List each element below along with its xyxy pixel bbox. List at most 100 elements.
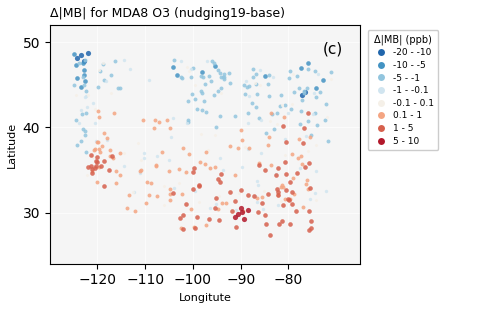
Point	[252, 71, 260, 76]
Point	[280, 152, 288, 157]
Point	[286, 69, 294, 73]
Point	[302, 182, 310, 187]
Point	[310, 191, 318, 196]
Point	[196, 159, 203, 164]
Point	[178, 76, 186, 81]
Point	[262, 221, 270, 226]
Point	[184, 120, 192, 125]
Point	[248, 101, 256, 106]
Point	[236, 206, 244, 211]
Point	[170, 64, 177, 69]
Point	[206, 206, 214, 210]
Point	[214, 177, 222, 182]
Point	[105, 168, 113, 173]
Point	[254, 210, 262, 215]
Point	[73, 75, 81, 80]
Point	[292, 208, 300, 213]
Point	[92, 139, 100, 144]
Point	[278, 92, 285, 97]
Point	[81, 95, 89, 100]
Point	[98, 164, 106, 169]
Point	[130, 189, 138, 194]
Point	[258, 201, 266, 206]
Point	[94, 109, 102, 114]
Point	[80, 127, 88, 132]
Point	[244, 208, 252, 213]
Point	[300, 126, 308, 131]
Point	[198, 89, 205, 94]
Point	[81, 57, 89, 62]
Point	[72, 117, 80, 122]
Point	[216, 179, 224, 184]
Point	[254, 160, 262, 165]
Point	[70, 83, 78, 88]
Point	[139, 117, 147, 122]
Point	[110, 155, 118, 160]
Point	[94, 68, 102, 73]
Point	[182, 202, 190, 207]
Point	[210, 93, 218, 98]
Point	[220, 71, 228, 76]
Point	[318, 77, 326, 82]
Point	[266, 118, 274, 123]
Point	[185, 68, 193, 73]
Point	[255, 116, 263, 121]
Point	[282, 187, 290, 192]
Point	[120, 163, 128, 168]
Point	[99, 61, 107, 66]
Point	[197, 132, 205, 137]
Point	[91, 146, 99, 151]
Point	[204, 58, 212, 63]
Point	[196, 74, 204, 79]
Point	[88, 169, 96, 174]
Point	[84, 172, 92, 177]
Point	[278, 102, 286, 107]
Point	[93, 139, 101, 144]
Point	[140, 151, 148, 156]
Point	[147, 180, 155, 185]
Text: (c): (c)	[323, 42, 343, 57]
Point	[297, 65, 305, 70]
Point	[327, 69, 335, 74]
Point	[298, 162, 306, 166]
Point	[198, 108, 206, 113]
Point	[178, 227, 186, 232]
Point	[100, 61, 108, 66]
Point	[205, 73, 213, 78]
Point	[300, 88, 308, 93]
Y-axis label: Latitude: Latitude	[7, 122, 17, 168]
Point	[158, 149, 166, 154]
X-axis label: Longitute: Longitute	[178, 293, 232, 303]
Point	[116, 150, 124, 155]
Point	[267, 163, 275, 168]
Point	[218, 167, 226, 172]
Point	[194, 106, 202, 111]
Point	[244, 111, 252, 116]
Point	[216, 155, 224, 160]
Point	[91, 107, 99, 112]
Point	[293, 73, 301, 78]
Point	[100, 78, 108, 83]
Point	[231, 173, 239, 178]
Point	[242, 144, 250, 149]
Text: Δ|MB| for MDA8 O3 (nudging19-base): Δ|MB| for MDA8 O3 (nudging19-base)	[50, 7, 284, 20]
Point	[228, 209, 236, 214]
Point	[262, 130, 270, 135]
Point	[128, 190, 136, 195]
Point	[110, 111, 118, 116]
Point	[294, 156, 302, 161]
Point	[178, 225, 186, 230]
Point	[160, 203, 168, 208]
Point	[294, 86, 302, 91]
Point	[253, 196, 261, 201]
Point	[264, 81, 272, 86]
Point	[296, 121, 304, 126]
Point	[312, 95, 320, 100]
Point	[214, 193, 222, 198]
Point	[251, 81, 259, 86]
Point	[211, 205, 219, 210]
Point	[140, 155, 148, 160]
Point	[240, 82, 248, 87]
Point	[94, 140, 102, 145]
Point	[280, 159, 288, 164]
